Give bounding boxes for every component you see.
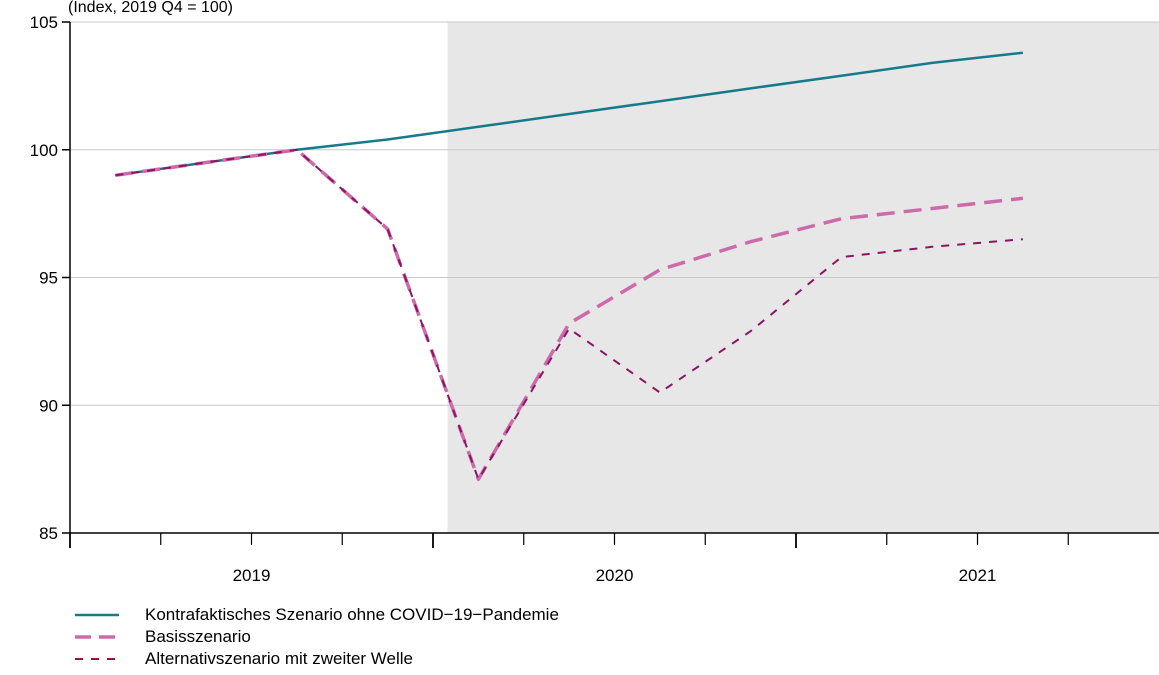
legend-item-alternative: Alternativszenario mit zweiter Welle <box>75 648 559 670</box>
grid-lines <box>70 21 1159 406</box>
legend-swatch-base <box>75 635 119 639</box>
y-axis-ticks: 85 90 95 100 105 <box>30 13 70 543</box>
x-year-label-2019: 2019 <box>233 566 271 585</box>
y-tick-label-85: 85 <box>39 524 58 543</box>
x-axis-ticks: 2019 2020 2021 <box>69 533 1069 585</box>
legend-item-base: Basisszenario <box>75 626 559 648</box>
series-lines <box>115 51 1024 482</box>
legend-label-alternative: Alternativszenario mit zweiter Welle <box>145 649 413 668</box>
y-tick-label-105: 105 <box>30 13 58 32</box>
unit-label: (Index, 2019 Q4 = 100) <box>68 0 233 16</box>
series-line-1 <box>115 148 1024 482</box>
legend-label-counterfactual: Kontrafaktisches Szenario ohne COVID−19−… <box>145 605 559 624</box>
legend: Kontrafaktisches Szenario ohne COVID−19−… <box>75 604 559 670</box>
x-year-label-2021: 2021 <box>959 566 997 585</box>
legend-swatch-counterfactual <box>75 613 119 617</box>
x-year-label-2020: 2020 <box>596 566 634 585</box>
y-tick-label-100: 100 <box>30 141 58 160</box>
legend-swatch-alternative <box>75 658 119 660</box>
y-tick-label-95: 95 <box>39 269 58 288</box>
legend-label-base: Basisszenario <box>145 627 251 646</box>
y-tick-label-90: 90 <box>39 396 58 415</box>
line-chart: 85 90 95 100 105 2019 2020 2021 (Index, 2019 Q… <box>30 0 1159 585</box>
legend-item-counterfactual: Kontrafaktisches Szenario ohne COVID−19−… <box>75 604 559 626</box>
